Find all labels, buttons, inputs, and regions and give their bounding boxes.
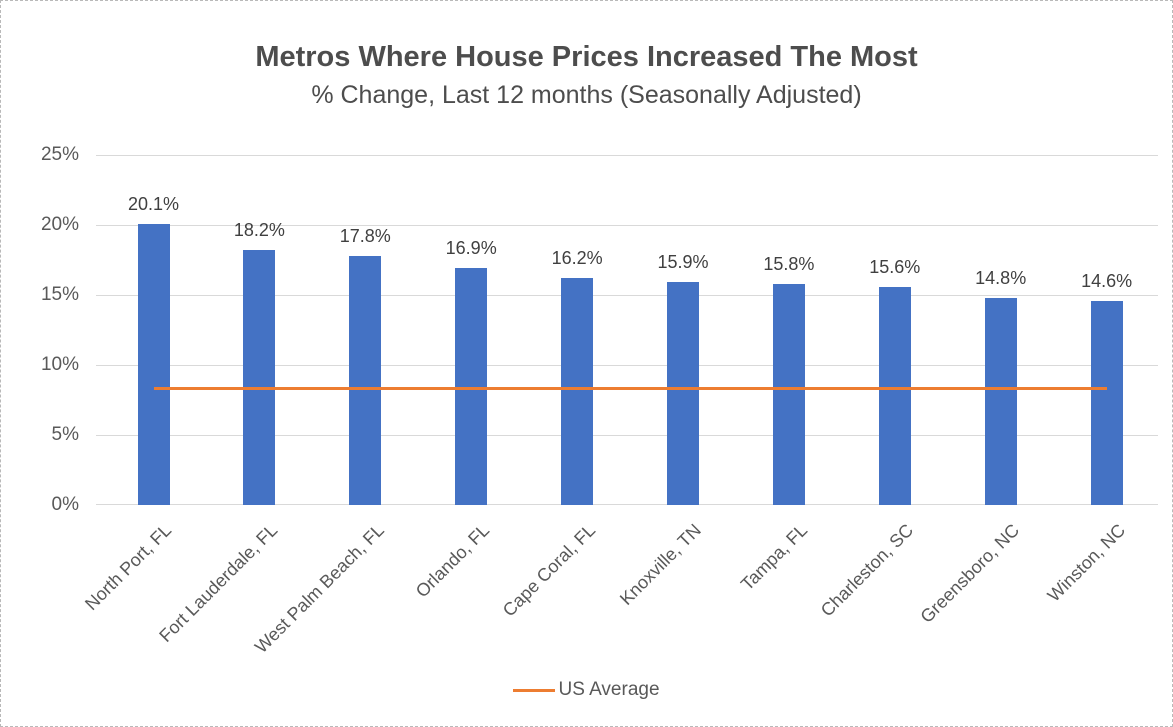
- us-average-line: [153, 387, 1107, 391]
- gridline: [96, 504, 1158, 505]
- y-axis-tick-label: 0%: [51, 494, 79, 515]
- chart-title: Metros Where House Prices Increased The …: [255, 41, 918, 73]
- gridline: [96, 365, 1158, 366]
- legend-line-icon: [513, 688, 556, 692]
- y-axis-tick-label: 15%: [40, 284, 79, 305]
- bar-value-label: 14.6%: [1081, 270, 1133, 291]
- legend-label: US Average: [558, 679, 660, 700]
- x-axis-tick-label: Greensboro, NC: [916, 520, 1023, 627]
- plot-area: 20.1% 18.2% 17.8% 16.9% 16.2% 15.9% 15.8% 15.6%…: [96, 155, 1158, 505]
- bar: [772, 283, 805, 505]
- bar-value-label: 17.8%: [339, 225, 391, 246]
- bar-value-label: 16.2%: [551, 248, 603, 269]
- bar-value-label: 14.8%: [975, 267, 1027, 288]
- x-axis-tick-label: Fort Lauderdale, FL: [155, 520, 282, 646]
- x-axis-tick-label: Orlando, FL: [411, 520, 494, 602]
- gridline: [96, 155, 1158, 156]
- bar-value-label: 15.8%: [763, 253, 815, 274]
- gridline: [96, 435, 1158, 436]
- bar: [137, 223, 170, 505]
- x-axis-tick-label: North Port, FL: [81, 520, 176, 615]
- x-axis-tick-label: Tampa, FL: [736, 520, 812, 595]
- x-axis-tick-label: Cape Coral, FL: [498, 520, 600, 621]
- y-axis-tick-label: 5%: [51, 424, 79, 445]
- chart-subtitle: % Change, Last 12 months (Seasonally Adj…: [311, 81, 862, 109]
- gridline: [96, 295, 1158, 296]
- bar-value-label: 15.6%: [869, 256, 921, 277]
- bar: [667, 282, 699, 505]
- bar: [878, 286, 911, 505]
- bar: [561, 278, 594, 505]
- bar: [349, 255, 382, 505]
- x-axis-tick-label: Charleston, SC: [816, 520, 917, 621]
- x-axis-tick-label: Winston, NC: [1043, 520, 1129, 606]
- bar: [243, 250, 276, 505]
- bar: [1090, 300, 1123, 505]
- y-axis-tick-label: 20%: [40, 214, 79, 235]
- bar: [455, 268, 488, 505]
- gridline: [96, 225, 1158, 226]
- bar-value-label: 15.9%: [657, 252, 709, 273]
- bar-value-label: 18.2%: [233, 220, 285, 241]
- y-axis-tick-label: 25%: [40, 144, 79, 165]
- bar-value-label: 16.9%: [445, 238, 497, 259]
- x-axis-tick-label: Knoxville, TN: [616, 520, 706, 609]
- bar: [984, 297, 1017, 505]
- bar-value-label: 20.1%: [127, 193, 180, 214]
- legend: US Average: [1, 679, 1172, 701]
- y-axis-tick-label: 10%: [40, 354, 79, 375]
